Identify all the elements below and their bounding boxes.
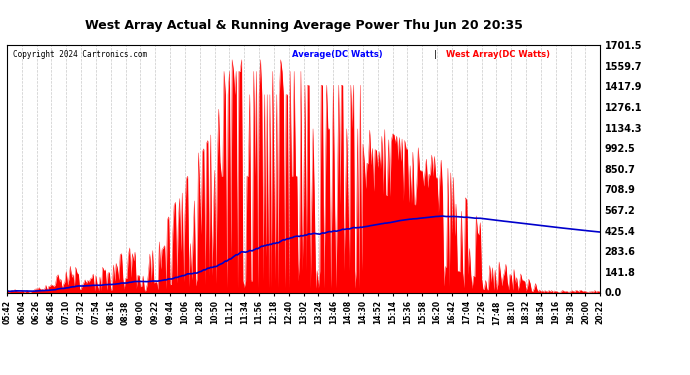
Text: Copyright 2024 Cartronics.com: Copyright 2024 Cartronics.com xyxy=(13,50,147,59)
Text: |: | xyxy=(434,50,437,59)
Text: Average(DC Watts): Average(DC Watts) xyxy=(292,50,382,59)
Text: West Array(DC Watts): West Array(DC Watts) xyxy=(446,50,550,59)
Text: West Array Actual & Running Average Power Thu Jun 20 20:35: West Array Actual & Running Average Powe… xyxy=(85,19,522,32)
